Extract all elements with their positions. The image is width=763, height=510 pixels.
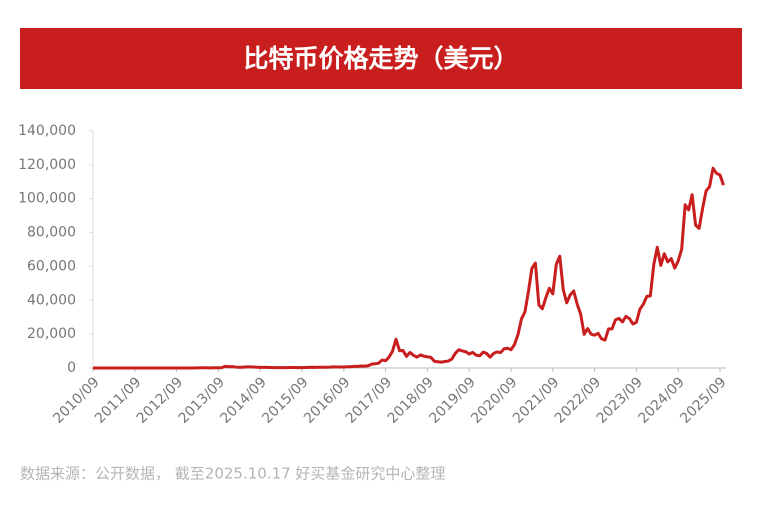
y-tick-label: 80,000 <box>27 225 76 241</box>
x-tick-label: 2025/09 <box>677 374 729 426</box>
y-tick-label: 100,000 <box>18 191 76 207</box>
y-tick-label: 60,000 <box>27 258 76 274</box>
y-tick-label: 120,000 <box>18 157 76 173</box>
y-tick-label: 0 <box>67 360 76 376</box>
price-line <box>93 166 725 370</box>
y-tick-label: 20,000 <box>27 326 76 342</box>
y-tick-label: 140,000 <box>18 123 76 139</box>
y-tick-label: 40,000 <box>27 292 76 308</box>
chart-title: 比特币价格走势（美元） <box>243 44 518 73</box>
title-banner <box>20 28 742 89</box>
source-note: 数据来源：公开数据， 截至2025.10.17 好买基金研究中心整理 <box>20 465 445 483</box>
